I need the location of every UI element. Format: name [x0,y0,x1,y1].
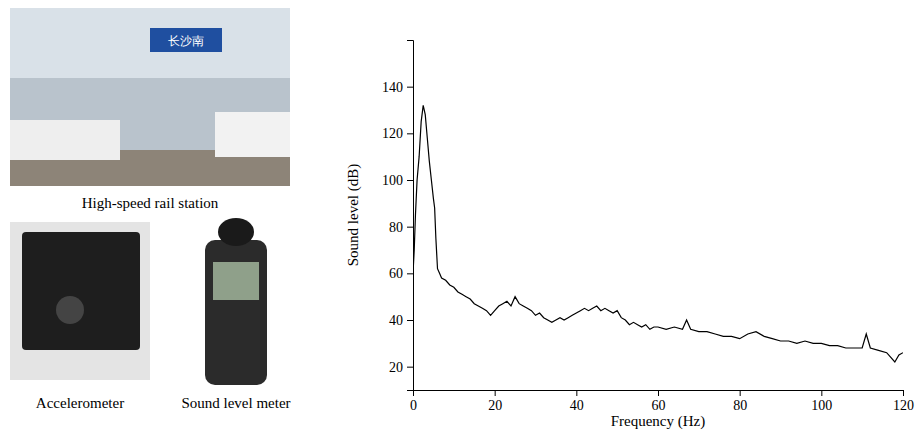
photo-bg [10,8,290,186]
tick-mark [407,133,413,134]
tick-mark [658,390,659,396]
tick: 120 [382,126,413,141]
tick-mark [407,87,413,88]
tick-label: 100 [811,398,832,413]
photo-mic [218,218,254,246]
tick: 60 [652,390,666,413]
x-axis: 0 20 40 60 80 100 120 [410,390,914,413]
photo-meter [205,218,267,385]
y-axis: 20 40 60 80 100 120 140 [382,41,414,391]
tick: 0 [410,390,417,413]
tick-label: 40 [570,398,584,413]
tick-label: 80 [389,220,403,235]
photo-screen [213,262,259,300]
tick-mark [407,227,413,228]
tick: 80 [733,390,747,413]
tick-label: 20 [488,398,502,413]
photo-device [22,232,140,350]
tick: 60 [389,266,413,281]
photo-station: 长沙南 [10,8,290,186]
tick-mark [740,390,741,396]
plot-lines [413,105,903,362]
tick-label: 40 [389,313,403,328]
x-axis-line [414,391,904,397]
tick-label: 140 [382,80,403,95]
tick-label: 60 [389,266,403,281]
tick: 140 [382,80,413,95]
tick: 20 [389,360,413,375]
photo-bg [10,222,150,380]
tick-label: 100 [382,173,403,188]
tick-label: 80 [733,398,747,413]
tick-mark [407,367,413,368]
photo-caption: Accelerometer [36,395,124,411]
photo-sign-text: 长沙南 [168,34,204,48]
tick-label: 120 [893,398,914,413]
photo-roof [10,8,290,78]
tick: 100 [811,390,832,413]
tick-mark [407,320,413,321]
figure: 长沙南 High-speed rail station Accelerometer S… [0,0,924,432]
tick: 100 [382,173,413,188]
photo-train [10,120,120,160]
photo-caption: High-speed rail station [82,195,219,211]
tick: 20 [488,390,502,413]
tick-label: 120 [382,126,403,141]
y-axis-title: Sound level (dB) [345,164,362,267]
tick-mark [821,390,822,396]
tick-label: 60 [652,398,666,413]
photo-caption: Sound level meter [181,395,290,411]
tick: 80 [389,220,413,235]
tick: 120 [893,390,914,413]
photos: 长沙南 High-speed rail station Accelerometer S… [10,8,291,411]
tick-mark [407,273,413,274]
photo-connector [56,296,84,324]
tick-mark [495,390,496,396]
photo-sign [150,28,222,52]
tick: 40 [570,390,584,413]
tick-label: 0 [410,398,417,413]
tick-mark [903,390,904,396]
data-line [413,105,903,362]
tick-label: 20 [389,360,403,375]
tick: 40 [389,313,413,328]
photo-accelerometer [10,222,150,380]
tick-mark [576,390,577,396]
y-axis-line [407,41,414,391]
x-axis-title: Frequency (Hz) [611,413,706,430]
tick-mark [407,180,413,181]
photo-train [215,112,290,157]
photo-device [205,240,267,385]
